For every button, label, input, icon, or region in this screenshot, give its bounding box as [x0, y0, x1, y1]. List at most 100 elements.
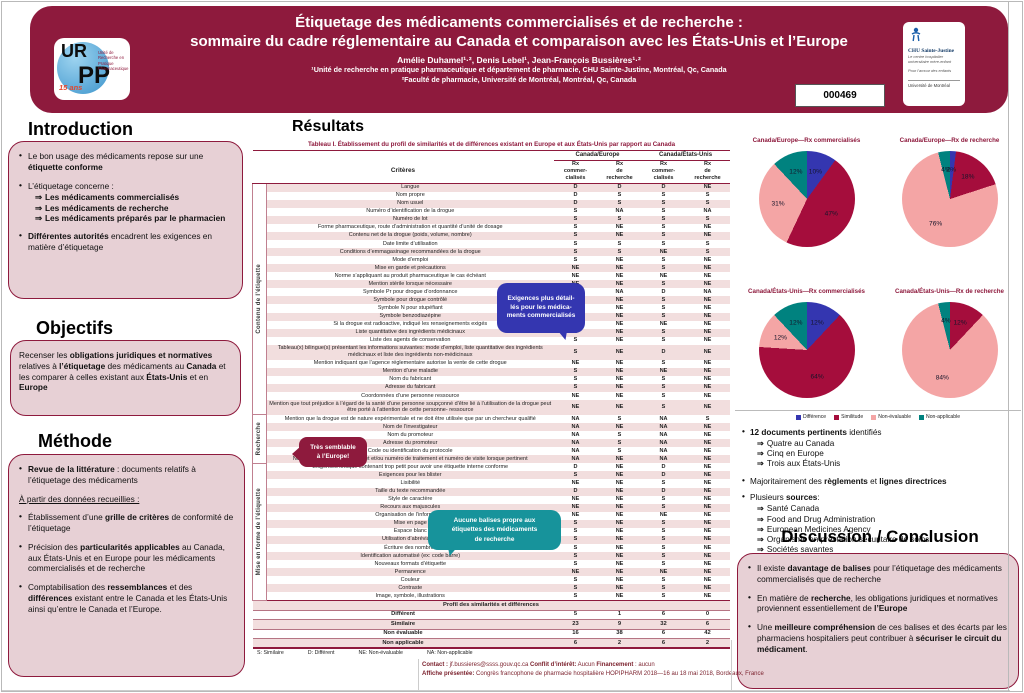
key-item: NA: Non-applicable [426, 650, 473, 656]
criterion-value: S [661, 504, 666, 511]
legend-label: Similitude [841, 414, 864, 420]
criterion-name: Symbole pour drogue contrôlé [373, 296, 448, 303]
criterion-value: NA [615, 288, 624, 295]
table-row: Adresse du promoteur NA S NA NE [252, 439, 730, 448]
arrow-item: ⇒ Les médicaments préparés par le pharmac… [35, 213, 226, 224]
poster-footer: Contact : jf.bussieres@ssss.gouv.qc.ca C… [422, 661, 922, 679]
criterion-value: S [661, 576, 666, 583]
criterion-value: S [573, 376, 578, 383]
profile-value: 2 [597, 638, 642, 650]
subheader-rx-commercialises-2: Rx commer- cialisés [641, 160, 686, 184]
criterion-value: S [661, 313, 666, 320]
discussion-heading: Discussion / Conclusion [781, 527, 979, 546]
criterion-value: S [661, 337, 666, 344]
criterion-value: S [617, 415, 622, 422]
criterion-name: Nom du fabricant [389, 376, 432, 383]
criterion-value: S [661, 480, 666, 487]
profile-value: 6 [553, 638, 598, 650]
arrow-icon: ⇒ [35, 202, 42, 213]
criterion-value: S [661, 240, 666, 247]
criterion-name: Date limite d’utilisation [382, 240, 438, 247]
criterion-value: NA [659, 447, 668, 454]
arrow-item: ⇒ Les médicaments de recherche [35, 202, 169, 213]
criterion-value: S [573, 208, 578, 215]
list-item: À partir des données recueillies : [17, 494, 236, 505]
criterion-name: Organisation de l’information [375, 512, 446, 519]
table-row: Tableau(x) bilingue(s) présentant les in… [252, 344, 730, 360]
criterion-value: S [661, 376, 666, 383]
key-item: S: Similaire [257, 650, 284, 656]
criterion-name: Nom de l’investigateur [383, 423, 438, 430]
list-item: • Plusieurs sources: ⇒ Santé Canada ⇒ Food an… [740, 492, 1020, 555]
criterion-value: D [661, 348, 666, 355]
criterion-value: S [617, 439, 622, 446]
table-row: Coordonnées d’une personne ressource NE NE… [252, 391, 730, 400]
pie-data-label: 12% [789, 319, 803, 327]
criterion-value: NE [703, 488, 712, 495]
discussion-list: • Il existe davantage de balises pour l’é… [746, 562, 1010, 654]
criterion-value: NE [703, 313, 712, 320]
legend-item: Similitude [834, 414, 863, 420]
criterion-name: Code ou identification du protocole [367, 447, 453, 454]
table-row: Date limite d’utilisation S S S S [252, 239, 730, 248]
criterion-value: S [573, 560, 578, 567]
bullet-icon: • [748, 562, 751, 572]
affiliation-2: ²Faculté de pharmacie, Université de Mon… [401, 74, 637, 84]
criterion-value: NA [571, 415, 580, 422]
profile-value: 32 [641, 619, 686, 630]
criterion-value: NE [571, 512, 580, 519]
arrow-item: ⇒ Organisme en prestation sécuritaire de … [757, 535, 930, 545]
criterion-value: NE [615, 423, 624, 430]
subheader-rx-recherche-2: Rx de recherche [685, 160, 730, 184]
criterion-name: Mention stérile lorsque nécessaire [368, 280, 452, 287]
pie-chart-legend: Différence Similitude Non-évaluable Non-app… [735, 410, 1021, 420]
legend-item: Différence [795, 414, 826, 420]
introduction-heading: Introduction [28, 119, 133, 139]
arrow-icon: ⇒ [757, 449, 764, 459]
criterion-value: NE [659, 568, 668, 575]
criterion-value: NE [615, 296, 624, 303]
table-row: Lisibilité NE NE S NE [252, 479, 730, 488]
criterion-value: S [573, 576, 578, 583]
criterion-value: NE [703, 256, 712, 263]
pie-data-label: 18% [961, 173, 975, 181]
objectifs-heading: Objectifs [36, 318, 114, 338]
criterion-value: D [573, 200, 578, 207]
criterion-value: S [617, 192, 622, 199]
criterion-value: S [573, 520, 578, 527]
criterion-value: S [661, 520, 666, 527]
criterion-value: NE [615, 329, 624, 336]
list-item-text: À partir des données recueillies : [19, 493, 140, 504]
criterion-name: Symbole Pr pour drogue d’ordonnance [363, 288, 458, 295]
arrow-icon: ⇒ [35, 192, 42, 203]
pie-data-label: 4% [941, 317, 951, 325]
table-row: Symbole Pr pour drogue d’ordonnanceNENAD… [252, 288, 730, 297]
criterion-value: NE [615, 376, 624, 383]
methode-heading: Méthode [38, 431, 112, 451]
udem-logo-text: Université de Montréal [908, 80, 960, 88]
arrow-sublist: ⇒ Les médicaments commercialisés ⇒ Les médi… [28, 192, 234, 223]
criterion-value: NE [615, 348, 624, 355]
criterion-value: S [661, 305, 666, 312]
legend-label: Non-applicable [926, 414, 961, 420]
table-row: Symbole pour drogue contrôléNENESNE [252, 296, 730, 305]
results-list: • 12 documents pertinents identifiés ⇒ Quat… [740, 427, 1020, 556]
criterion-name: Image, symbole, illustrations [375, 592, 445, 599]
criterion-value: D [617, 184, 622, 191]
bullet-icon: • [742, 492, 745, 502]
list-item-text: Revue de la littérature : documents rela… [28, 464, 196, 485]
criterion-name: Numéro de lot [392, 216, 428, 223]
pie-graphic: 10% 47% 31% 12% [758, 151, 855, 247]
criterion-name: Espace blanc [393, 528, 427, 535]
criterion-value: S [661, 264, 666, 271]
criterion-value: NE [703, 348, 712, 355]
table-row: Recours aux majuscules NE NE S NE [252, 503, 730, 512]
criterion-value: NE [703, 184, 712, 191]
criterion-value: S [705, 248, 710, 255]
criterion-value: NA [659, 431, 668, 438]
criterion-value: NE [703, 512, 712, 519]
criterion-value: NE [571, 392, 580, 399]
criterion-value: S [617, 240, 622, 247]
criterion-value: S [661, 360, 666, 367]
table-row: Symbole N pour stupéfiantNENESNE [252, 304, 730, 313]
